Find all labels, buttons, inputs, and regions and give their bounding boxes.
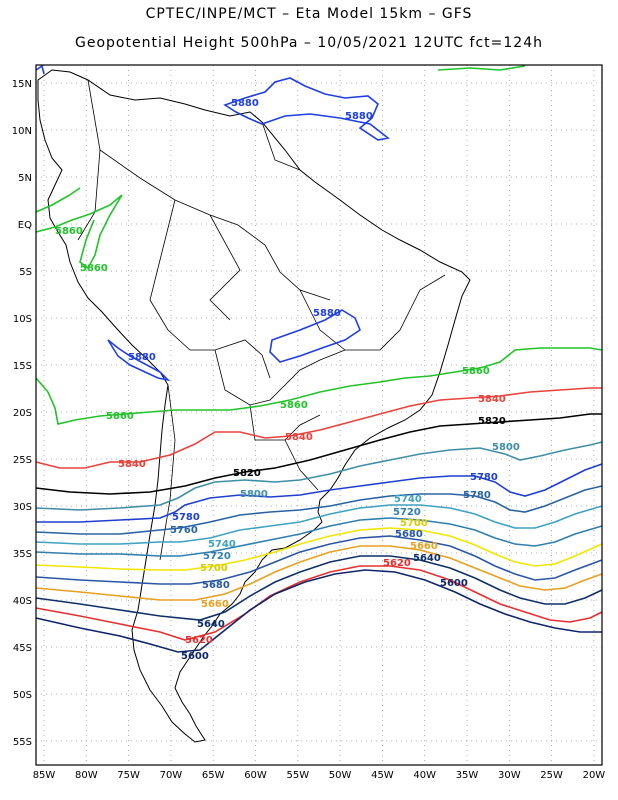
- label-5740: 5740: [208, 539, 236, 550]
- contour-5880-andes: [107, 339, 171, 382]
- contour-5880-caribbean: [223, 77, 390, 141]
- chart-title-line2: Geopotential Height 500hPa – 10/05/2021 …: [75, 35, 543, 51]
- contour-5800: [35, 441, 603, 511]
- lat-tick-label: 50S: [13, 690, 32, 701]
- label-5860: 5860: [280, 400, 308, 411]
- contour-5860-main: [35, 347, 603, 425]
- lat-tick-label: 40S: [13, 596, 32, 607]
- label-5820: 5820: [478, 416, 506, 427]
- lat-tick-label: 5S: [19, 267, 32, 278]
- label-5840: 5840: [118, 459, 146, 470]
- lat-tick-label: 35S: [13, 549, 32, 560]
- contour-labels: 5880 5880 5880 5880 5860 5860 5860 5860 …: [55, 98, 520, 662]
- label-5600: 5600: [440, 578, 468, 589]
- label-5740: 5740: [394, 494, 422, 505]
- map-frame: [35, 64, 603, 766]
- contour-5640: [35, 555, 603, 621]
- height-contours: [35, 64, 603, 653]
- lon-tick-label: 45W: [371, 770, 394, 781]
- contour-5820: [35, 413, 602, 495]
- contour-5860-west: [35, 187, 123, 270]
- label-5640: 5640: [197, 619, 225, 630]
- label-5780: 5780: [470, 472, 498, 483]
- label-5880: 5880: [313, 308, 341, 319]
- lat-tick-label: 45S: [13, 643, 32, 654]
- label-5600: 5600: [181, 651, 209, 662]
- label-5860: 5860: [106, 411, 134, 422]
- contour-5880-topleft: [35, 64, 45, 75]
- lat-tick-label: 5N: [18, 173, 32, 184]
- label-5780: 5780: [463, 490, 491, 501]
- lon-tick-label: 70W: [160, 770, 183, 781]
- lon-tick-label: 30W: [498, 770, 521, 781]
- lon-tick-label: 75W: [117, 770, 140, 781]
- lon-tick-label: 35W: [456, 770, 479, 781]
- lon-tick-label: 55W: [286, 770, 309, 781]
- contour-5880-brazil: [269, 309, 361, 363]
- lon-tick-label: 20W: [583, 770, 606, 781]
- contour-5760: [35, 485, 603, 535]
- label-5840: 5840: [285, 432, 313, 443]
- lon-tick-label: 60W: [244, 770, 267, 781]
- lat-tick-label: 25S: [13, 455, 32, 466]
- latitude-axis: 15N 10N 5N EQ 5S 10S 15S 20S 25S 30S 35S 40S 45S 50S 5…: [12, 79, 32, 748]
- label-5780: 5780: [172, 512, 200, 523]
- south-america-coastline: [37, 69, 471, 743]
- label-5700: 5700: [200, 563, 228, 574]
- contour-5840: [35, 387, 602, 469]
- contour-5860-top: [437, 65, 526, 71]
- coastline: [37, 69, 471, 743]
- label-5620: 5620: [383, 558, 411, 569]
- lon-tick-label: 25W: [540, 770, 563, 781]
- lat-tick-label: EQ: [18, 220, 32, 231]
- label-5720: 5720: [393, 507, 421, 518]
- lat-tick-label: 10N: [12, 126, 32, 137]
- label-5880: 5880: [345, 111, 373, 122]
- longitude-axis: 85W 80W 75W 70W 65W 60W 55W 50W 45W 40W 35W 30W 25W 2…: [33, 770, 606, 781]
- label-5680: 5680: [202, 580, 230, 591]
- label-5800: 5800: [492, 442, 520, 453]
- contour-5740: [35, 504, 603, 545]
- lon-tick-label: 80W: [75, 770, 98, 781]
- chart-title-line1: CPTEC/INPE/MCT – Eta Model 15km – GFS: [145, 6, 473, 22]
- lon-tick-label: 40W: [413, 770, 436, 781]
- label-5660: 5660: [410, 541, 438, 552]
- label-5660: 5660: [201, 599, 229, 610]
- contour-5720: [35, 517, 603, 557]
- contour-5600: [35, 569, 602, 653]
- lon-tick-label: 85W: [33, 770, 56, 781]
- label-5680: 5680: [395, 529, 423, 540]
- lon-tick-label: 65W: [202, 770, 225, 781]
- country-borders: [77, 79, 446, 561]
- graticule-grid: [36, 65, 602, 765]
- label-5860: 5860: [55, 226, 83, 237]
- label-5640: 5640: [413, 553, 441, 564]
- lat-tick-label: 15S: [13, 361, 32, 372]
- lon-tick-label: 50W: [329, 770, 352, 781]
- label-5840: 5840: [478, 394, 506, 405]
- label-5880: 5880: [231, 98, 259, 109]
- contour-5680: [35, 535, 603, 585]
- label-5860: 5860: [80, 263, 108, 274]
- label-5880: 5880: [128, 352, 156, 363]
- lat-tick-label: 30S: [13, 502, 32, 513]
- label-5800: 5800: [240, 489, 268, 500]
- label-5820: 5820: [233, 468, 261, 479]
- label-5720: 5720: [203, 551, 231, 562]
- lat-tick-label: 55S: [13, 737, 32, 748]
- label-5700: 5700: [400, 518, 428, 529]
- label-5620: 5620: [185, 635, 213, 646]
- lat-tick-label: 15N: [12, 79, 32, 90]
- label-5860: 5860: [462, 366, 490, 377]
- label-5760: 5760: [170, 525, 198, 536]
- lat-tick-label: 10S: [13, 314, 32, 325]
- lat-tick-label: 20S: [13, 408, 32, 419]
- contour-5780: [36, 463, 603, 523]
- contour-5660: [35, 545, 603, 601]
- contour-5700: [35, 527, 603, 571]
- contour-5620: [35, 565, 603, 641]
